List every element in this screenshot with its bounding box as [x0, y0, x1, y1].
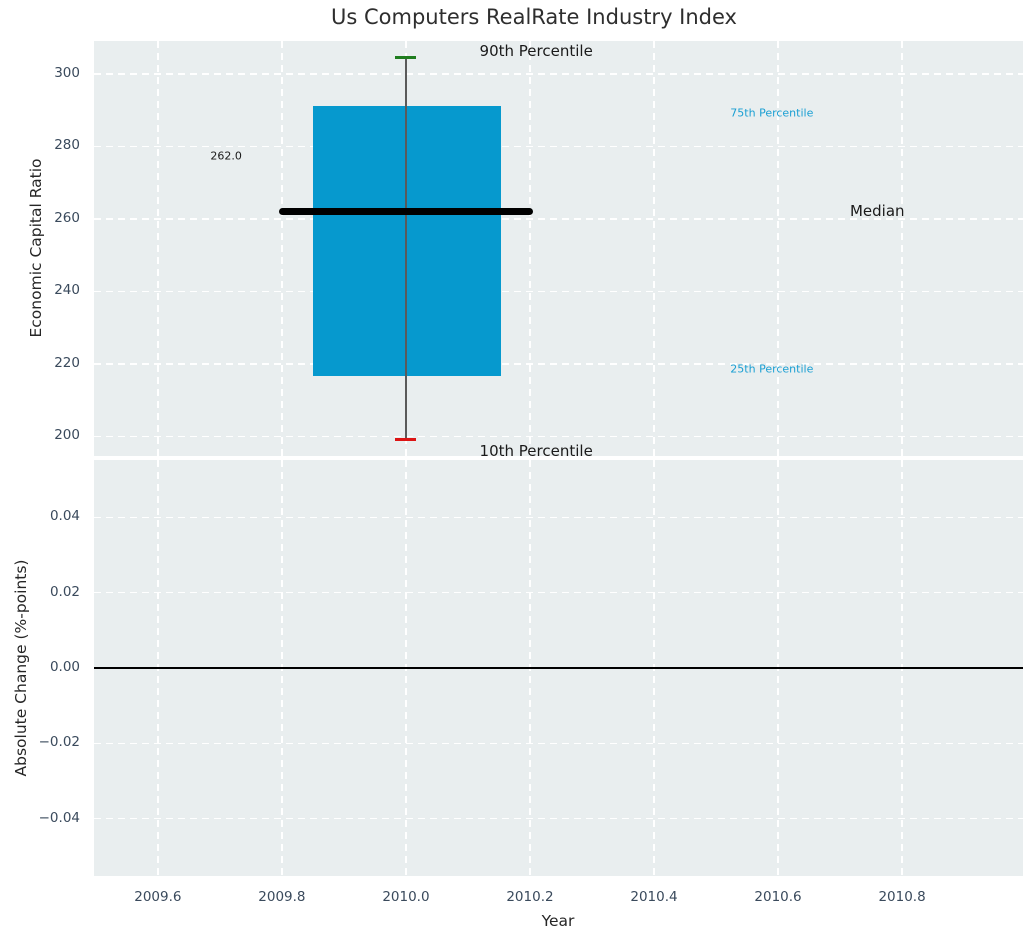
bottom-plot-area: [94, 460, 1023, 876]
gridline-vertical: [777, 41, 779, 456]
gridline-horizontal: [94, 363, 1023, 365]
top-plot-area: 90th Percentile 75th Percentile Median 25th…: [94, 41, 1023, 460]
gridline-vertical: [157, 41, 159, 456]
gridline-horizontal: [94, 145, 1023, 148]
y-tick-label-top: 280: [54, 137, 80, 154]
gridline-horizontal: [94, 290, 1023, 293]
boxplot-median-line: [278, 208, 534, 216]
annotation-90th-percentile: 90th Percentile: [479, 42, 593, 61]
gridline-horizontal: [94, 817, 1023, 820]
y-tick-label-top: 200: [54, 427, 80, 444]
gridline-horizontal: [94, 591, 1023, 594]
y-tick-label-bottom: 0.02: [49, 583, 80, 600]
boxplot-cap-10th: [395, 437, 417, 441]
chart-title: Us Computers RealRate Industry Index: [331, 5, 737, 29]
y-tick-label-bottom: 0.00: [49, 659, 80, 675]
boxplot-box: [312, 105, 501, 377]
annotation-10th-percentile: 10th Percentile: [479, 441, 593, 460]
y-tick-label-bottom: −0.04: [38, 809, 80, 826]
y-tick-label-bottom: −0.02: [38, 734, 80, 751]
x-tick-label: 2010.8: [878, 889, 926, 905]
x-tick-label: 2009.6: [134, 889, 182, 905]
annotation-25th-percentile: 25th Percentile: [730, 362, 814, 376]
y-axis-label-top: Economic Capital Ratio: [27, 158, 45, 338]
gridline-vertical: [653, 41, 655, 456]
x-tick-label: 2010.4: [630, 889, 678, 905]
zero-line: [94, 667, 1023, 669]
gridline-vertical: [529, 41, 531, 456]
x-tick-label: 2010.2: [506, 889, 554, 905]
gridline-horizontal: [94, 218, 1023, 220]
y-tick-label-bottom: 0.04: [49, 508, 80, 525]
x-tick-label: 2009.8: [258, 889, 306, 905]
gridline-horizontal: [94, 73, 1023, 75]
y-tick-label-top: 240: [54, 282, 80, 299]
x-axis-label: Year: [541, 912, 575, 930]
annotation-75th-percentile: 75th Percentile: [730, 106, 814, 120]
gridline-horizontal: [94, 742, 1023, 745]
x-tick-label: 2010.6: [754, 889, 802, 905]
annotation-median: Median: [849, 201, 905, 220]
annotation-262-0: 262.0: [210, 149, 242, 163]
boxplot-whisker-line: [405, 57, 407, 440]
y-tick-label-top: 300: [54, 64, 80, 81]
gridline-vertical: [281, 41, 283, 456]
y-tick-label-top: 260: [54, 209, 80, 226]
x-tick-label: 2010.0: [382, 889, 430, 905]
gridline-horizontal: [94, 435, 1023, 438]
gridline-vertical: [901, 41, 903, 456]
y-tick-label-top: 220: [54, 354, 80, 371]
gridline-horizontal: [94, 516, 1023, 519]
boxplot-cap-90th: [395, 56, 417, 60]
